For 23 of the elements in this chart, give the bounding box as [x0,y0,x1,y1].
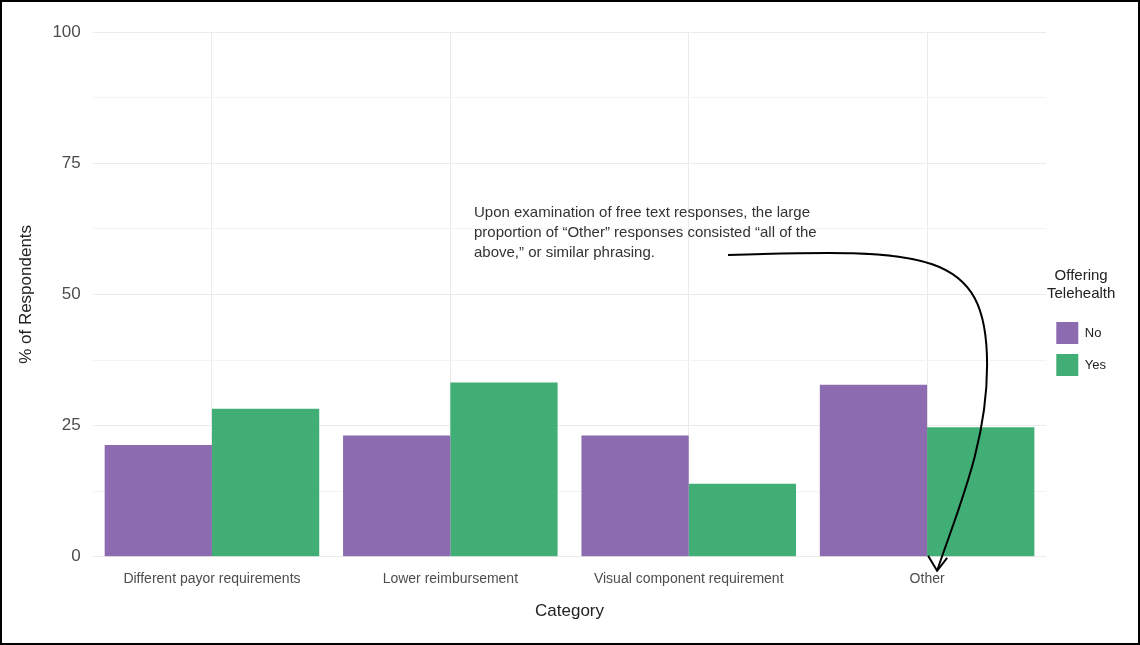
x-tick-label: Different payor requirements [123,570,301,587]
legend-label: Yes [1084,356,1107,372]
bar [581,435,689,557]
bar [211,408,320,557]
bar [343,435,451,557]
y-tick-label: 50 [61,284,81,304]
bar [927,427,1035,557]
legend-label: No [1084,324,1102,340]
y-axis-title: % of Respondents [15,224,35,364]
bar [819,384,928,557]
y-tick-label: 0 [71,546,81,566]
y-tick-label: 25 [61,415,81,435]
x-tick-label: Other [909,570,945,587]
x-tick-label: Lower reimbursement [382,570,519,587]
legend-title: Offering Telehealth [1046,265,1116,301]
x-tick-label: Visual component requirement [593,570,784,587]
y-tick-label: 100 [52,21,81,41]
annotation: Upon examination of free text responses, the large proportion of “Other” responses consisted “all of the above,” or similar phrasing. [474,202,818,262]
y-tick-label: 75 [61,152,81,172]
bar [688,483,796,557]
x-axis-title: Category [535,601,605,621]
bar [450,382,558,557]
bar [104,445,212,557]
